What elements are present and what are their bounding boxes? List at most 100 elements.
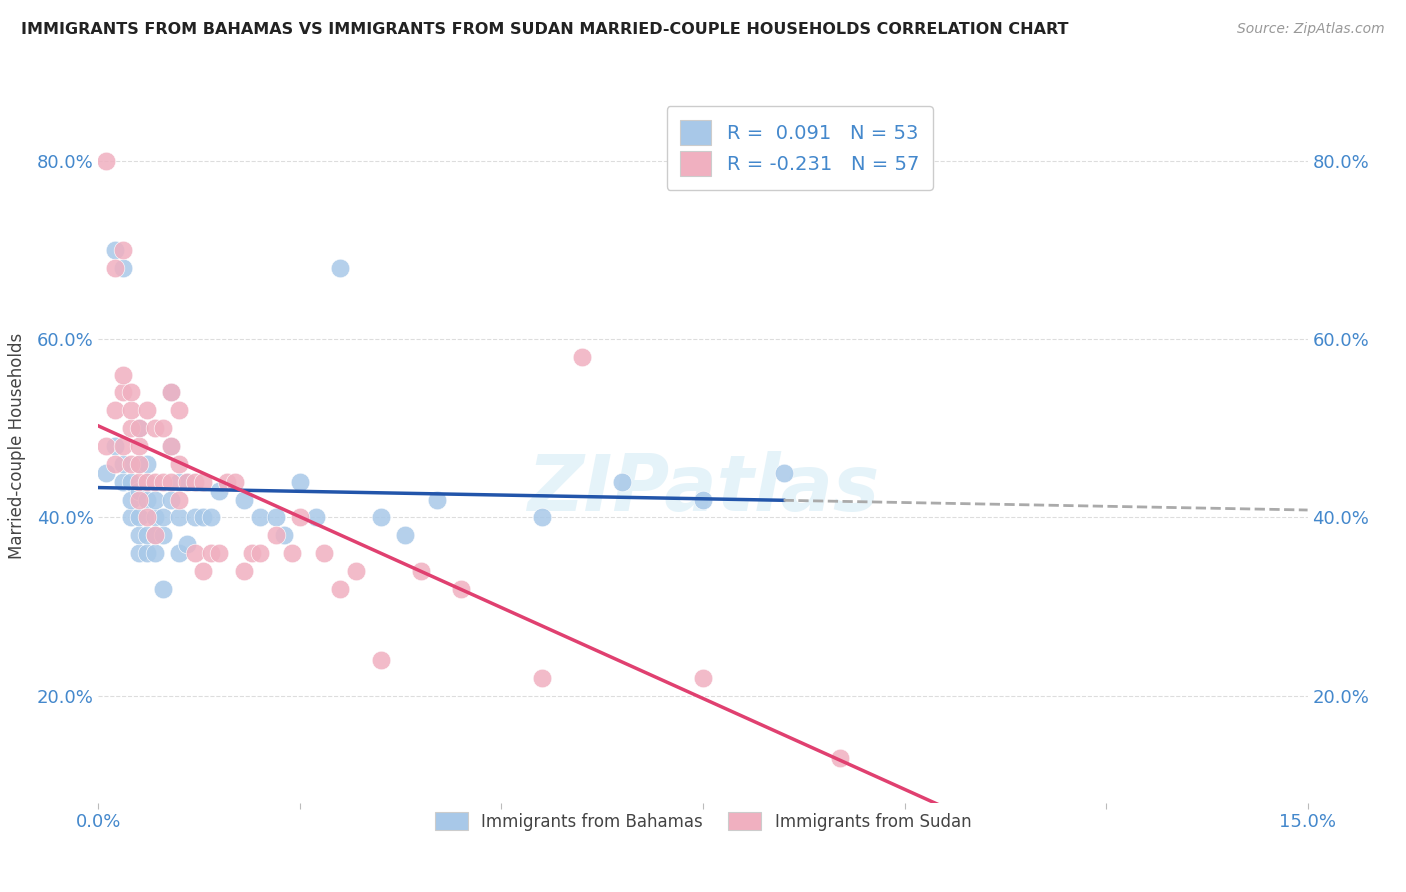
Point <box>128 457 150 471</box>
Point <box>344 564 367 578</box>
Point <box>111 385 134 400</box>
Point <box>103 457 125 471</box>
Point <box>143 510 166 524</box>
Point <box>530 671 553 685</box>
Text: IMMIGRANTS FROM BAHAMAS VS IMMIGRANTS FROM SUDAN MARRIED-COUPLE HOUSEHOLDS CORRE: IMMIGRANTS FROM BAHAMAS VS IMMIGRANTS FR… <box>21 22 1069 37</box>
Point <box>530 510 553 524</box>
Point <box>167 546 190 560</box>
Point <box>120 510 142 524</box>
Point <box>135 457 157 471</box>
Point <box>111 475 134 489</box>
Point <box>167 510 190 524</box>
Point <box>128 546 150 560</box>
Point <box>128 439 150 453</box>
Point <box>273 528 295 542</box>
Point <box>143 528 166 542</box>
Point <box>394 528 416 542</box>
Point <box>143 546 166 560</box>
Point <box>329 260 352 275</box>
Point <box>143 528 166 542</box>
Point <box>450 582 472 596</box>
Point <box>120 421 142 435</box>
Point <box>409 564 432 578</box>
Point <box>232 492 254 507</box>
Point <box>111 368 134 382</box>
Point <box>193 475 215 489</box>
Point <box>120 403 142 417</box>
Point <box>167 457 190 471</box>
Point <box>120 457 142 471</box>
Point <box>184 475 207 489</box>
Point <box>176 537 198 551</box>
Point <box>111 260 134 275</box>
Point <box>208 483 231 498</box>
Point <box>200 510 222 524</box>
Point <box>152 510 174 524</box>
Point <box>111 439 134 453</box>
Point <box>128 492 150 507</box>
Point <box>160 385 183 400</box>
Point <box>96 439 118 453</box>
Point <box>167 492 190 507</box>
Point <box>176 475 198 489</box>
Point <box>426 492 449 507</box>
Point <box>176 475 198 489</box>
Text: ZIPatlas: ZIPatlas <box>527 450 879 527</box>
Point <box>128 528 150 542</box>
Legend: Immigrants from Bahamas, Immigrants from Sudan: Immigrants from Bahamas, Immigrants from… <box>427 805 979 838</box>
Point <box>193 510 215 524</box>
Point <box>128 475 150 489</box>
Point <box>128 457 150 471</box>
Point <box>217 475 239 489</box>
Point <box>152 528 174 542</box>
Point <box>143 421 166 435</box>
Point <box>103 260 125 275</box>
Point <box>152 421 174 435</box>
Point <box>828 751 851 765</box>
Point <box>184 546 207 560</box>
Point <box>160 492 183 507</box>
Point <box>167 475 190 489</box>
Point <box>232 564 254 578</box>
Point <box>135 546 157 560</box>
Point <box>135 492 157 507</box>
Text: Source: ZipAtlas.com: Source: ZipAtlas.com <box>1237 22 1385 37</box>
Point <box>96 466 118 480</box>
Point <box>160 385 183 400</box>
Point <box>264 528 287 542</box>
Point <box>692 492 714 507</box>
Point <box>135 528 157 542</box>
Point <box>329 582 352 596</box>
Point <box>152 582 174 596</box>
Point <box>128 483 150 498</box>
Point <box>120 475 142 489</box>
Point <box>120 385 142 400</box>
Point <box>281 546 304 560</box>
Point <box>208 546 231 560</box>
Point <box>135 510 157 524</box>
Point <box>249 510 271 524</box>
Point <box>692 671 714 685</box>
Point <box>314 546 336 560</box>
Point <box>612 475 634 489</box>
Point <box>193 564 215 578</box>
Point <box>128 510 150 524</box>
Point <box>103 243 125 257</box>
Point <box>184 510 207 524</box>
Point <box>288 475 311 489</box>
Point <box>128 421 150 435</box>
Point <box>370 653 392 667</box>
Point <box>128 421 150 435</box>
Point <box>103 403 125 417</box>
Point <box>160 439 183 453</box>
Point <box>240 546 263 560</box>
Point <box>160 439 183 453</box>
Point <box>370 510 392 524</box>
Point <box>772 466 794 480</box>
Point <box>160 475 183 489</box>
Point <box>135 475 157 489</box>
Point <box>249 546 271 560</box>
Point <box>143 492 166 507</box>
Point <box>96 153 118 168</box>
Point <box>264 510 287 524</box>
